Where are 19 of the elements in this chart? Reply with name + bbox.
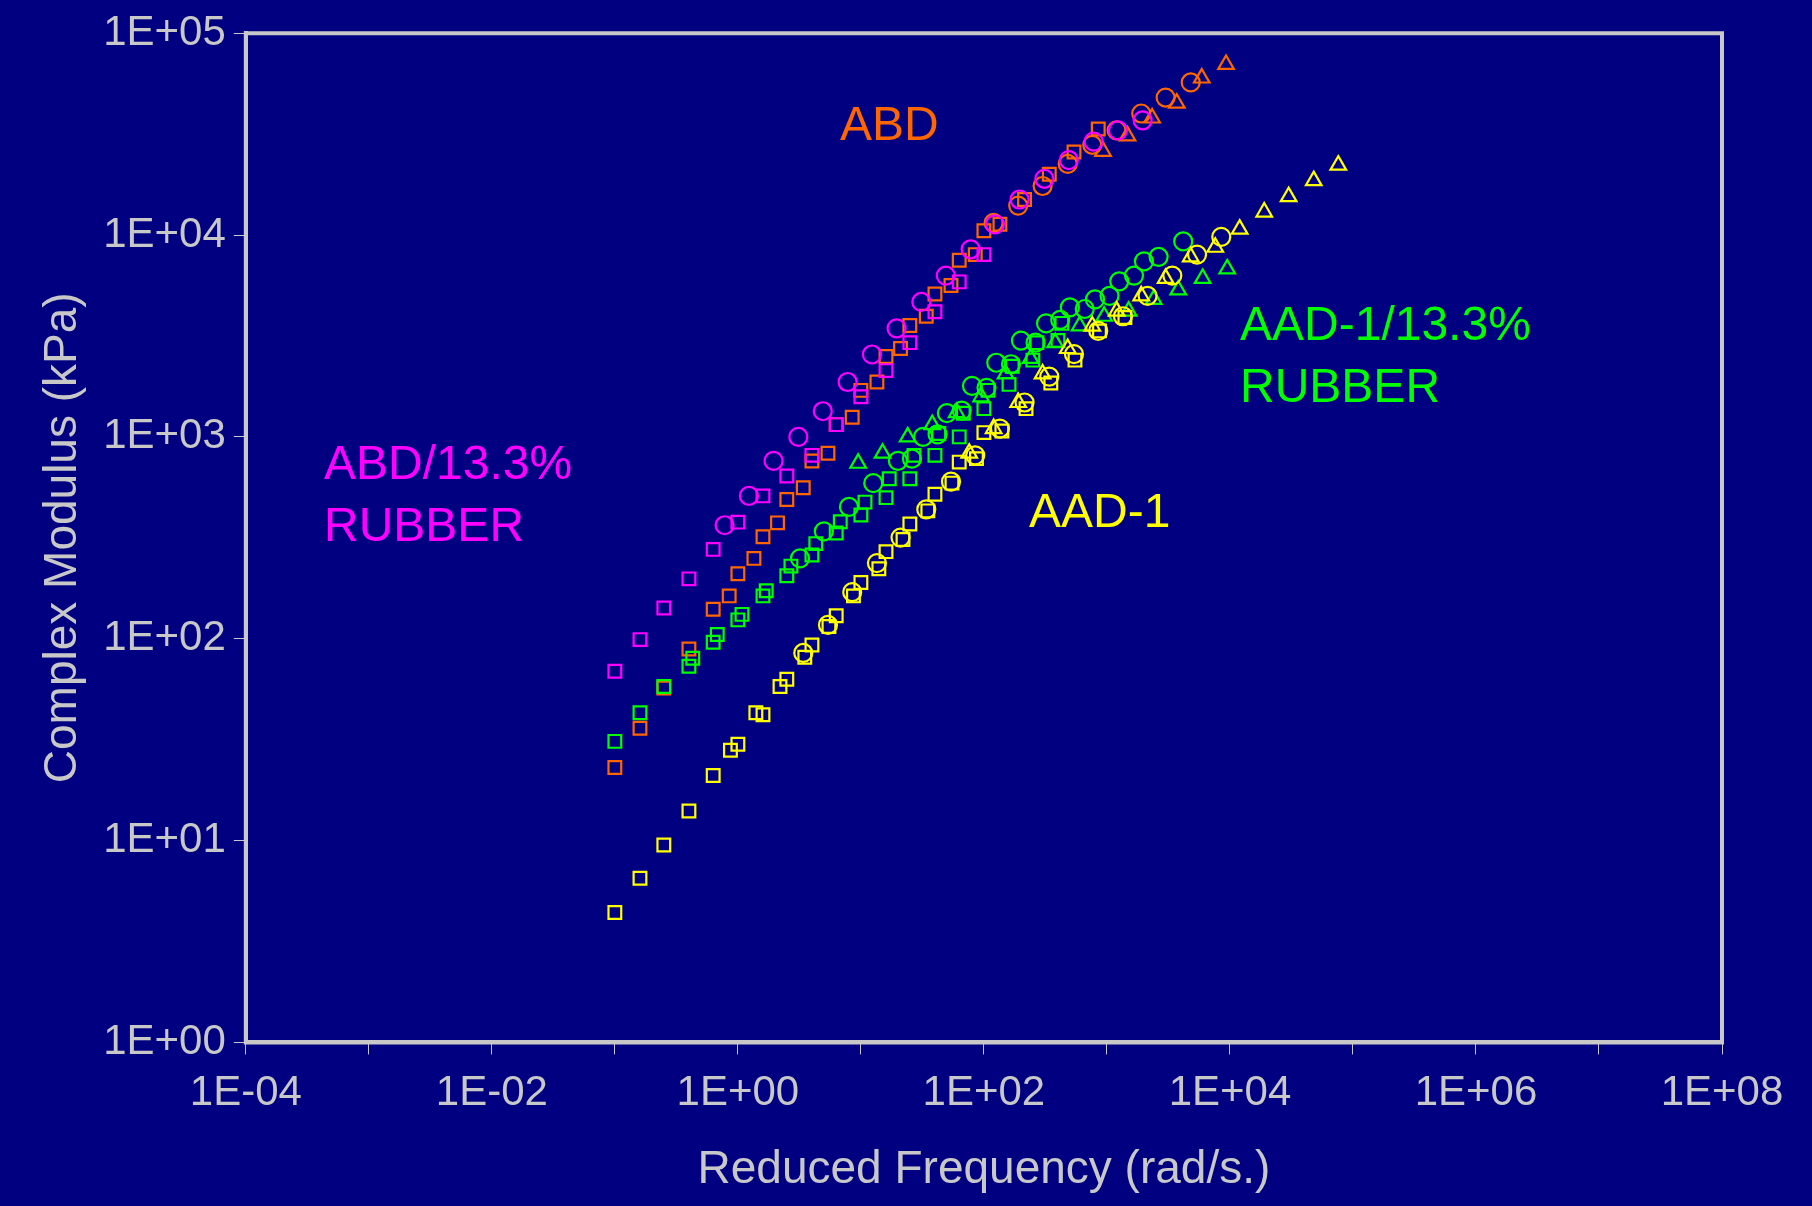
x-tick-label: 1E+02 — [922, 1067, 1046, 1115]
y-tick-label: 1E+00 — [103, 1015, 226, 1063]
y-axis-title: Complex Modulus (kPa) — [34, 292, 87, 784]
series-label: AAD-1 — [1029, 484, 1171, 538]
text: ABD/13.3% RUBBER — [324, 436, 573, 552]
y-tick-label: 1E+04 — [103, 208, 226, 256]
x-axis-title: Reduced Frequency (rad/s.) — [697, 1141, 1271, 1194]
y-tick-label: 1E+03 — [103, 410, 226, 458]
series-label: ABD — [840, 97, 939, 151]
text: AAD-1/13.3% RUBBER — [1240, 297, 1531, 413]
x-tick-label: 1E+00 — [676, 1067, 800, 1115]
x-tick-label: 1E-02 — [435, 1067, 548, 1115]
y-tick-label: 1E+05 — [103, 6, 226, 54]
x-tick-label: 1E+08 — [1660, 1067, 1784, 1115]
y-tick-label: 1E+01 — [103, 814, 226, 862]
x-tick-label: 1E+06 — [1414, 1067, 1538, 1115]
x-tick-label: 1E-04 — [189, 1067, 302, 1115]
x-tick-label: 1E+04 — [1168, 1067, 1292, 1115]
y-tick-label: 1E+02 — [103, 612, 226, 660]
